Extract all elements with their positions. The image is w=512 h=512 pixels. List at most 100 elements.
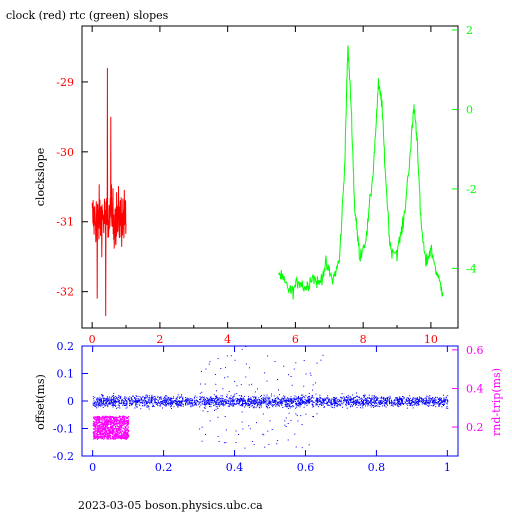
offset-point	[190, 400, 192, 401]
offset-point	[329, 399, 331, 401]
offset-outlier-point	[242, 428, 244, 430]
roundtrip-point	[114, 423, 116, 425]
top-x-axis: 0 2 4 6 8 10	[89, 26, 438, 346]
roundtrip-point	[118, 416, 120, 418]
offset-point	[401, 399, 403, 401]
offset-point	[222, 395, 224, 397]
offset-point	[111, 399, 113, 401]
offset-point	[247, 400, 249, 402]
offset-point	[153, 395, 155, 397]
offset-point	[107, 400, 109, 402]
offset-point	[210, 406, 212, 408]
offset-point	[298, 402, 300, 404]
offset-point	[331, 404, 333, 405]
offset-point	[187, 403, 189, 405]
offset-point	[113, 400, 115, 402]
offset-point	[341, 402, 343, 404]
offset-point	[436, 402, 437, 403]
offset-point	[315, 404, 317, 406]
offset-point	[233, 400, 235, 402]
offset-point	[260, 401, 262, 403]
offset-point	[334, 402, 336, 404]
roundtrip-point	[106, 437, 108, 440]
offset-point	[413, 397, 415, 399]
offset-point	[238, 399, 240, 401]
offset-point	[322, 404, 324, 406]
roundtrip-point	[121, 433, 123, 435]
offset-point	[292, 401, 294, 403]
offset-point	[113, 402, 115, 403]
offset-point	[244, 401, 246, 403]
roundtrip-point	[124, 421, 127, 423]
roundtrip-point	[111, 432, 113, 434]
offset-point	[226, 396, 228, 398]
offset-point	[159, 404, 161, 406]
offset-point	[139, 405, 141, 407]
offset-point	[387, 396, 389, 398]
roundtrip-point	[101, 426, 103, 428]
offset-point	[401, 398, 403, 400]
roundtrip-point	[123, 435, 125, 437]
offset-point	[196, 402, 198, 404]
offset-outlier-point	[278, 394, 280, 396]
offset-point	[427, 402, 428, 404]
top-x-tick-label: 2	[156, 333, 163, 346]
roundtrip-point	[124, 419, 126, 422]
offset-point	[98, 400, 100, 401]
offset-point	[364, 400, 366, 401]
offset-point	[268, 396, 270, 398]
offset-point	[418, 401, 420, 403]
offset-outlier-point	[245, 376, 247, 378]
offset-point	[204, 407, 206, 409]
roundtrip-point	[102, 429, 104, 431]
roundtrip-point	[118, 426, 120, 428]
offset-point	[147, 395, 148, 397]
offset-point	[335, 398, 337, 400]
offset-point	[167, 398, 169, 400]
offset-point	[362, 402, 364, 404]
roundtrip-point	[100, 422, 102, 424]
offset-point	[371, 395, 373, 397]
offset-point	[290, 398, 292, 400]
offset-point	[111, 402, 113, 404]
offset-point	[357, 401, 359, 403]
offset-point	[185, 402, 187, 404]
offset-point	[238, 395, 240, 397]
roundtrip-point	[125, 437, 127, 440]
offset-point	[303, 396, 305, 398]
offset-point	[367, 403, 369, 405]
offset-point	[437, 402, 439, 404]
offset-point	[414, 404, 415, 406]
roundtrip-point	[128, 430, 130, 432]
offset-point	[366, 401, 368, 403]
offset-point	[189, 400, 191, 402]
offset-point	[353, 401, 355, 403]
roundtrip-point	[126, 420, 128, 422]
offset-point	[352, 402, 354, 403]
roundtrip-point	[93, 423, 95, 425]
offset-point	[198, 401, 200, 403]
offset-point	[205, 400, 207, 402]
offset-point	[106, 397, 108, 399]
roundtrip-point	[97, 434, 99, 436]
offset-point	[266, 402, 268, 404]
offset-point	[180, 404, 182, 406]
offset-point	[339, 400, 340, 401]
offset-point	[202, 403, 204, 405]
offset-point	[177, 394, 179, 396]
offset-point	[228, 398, 230, 400]
offset-point	[385, 402, 387, 404]
offset-point	[142, 396, 144, 398]
offset-point	[332, 402, 334, 404]
roundtrip-point	[106, 427, 108, 429]
offset-point	[149, 401, 151, 403]
roundtrip-point	[94, 426, 96, 428]
offset-point	[141, 400, 143, 402]
offset-point	[357, 396, 359, 398]
offset-point	[440, 399, 442, 401]
offset-point	[346, 401, 347, 402]
offset-point	[320, 399, 322, 401]
offset-point	[367, 397, 369, 399]
roundtrip-point	[120, 426, 123, 429]
offset-point	[282, 403, 284, 405]
